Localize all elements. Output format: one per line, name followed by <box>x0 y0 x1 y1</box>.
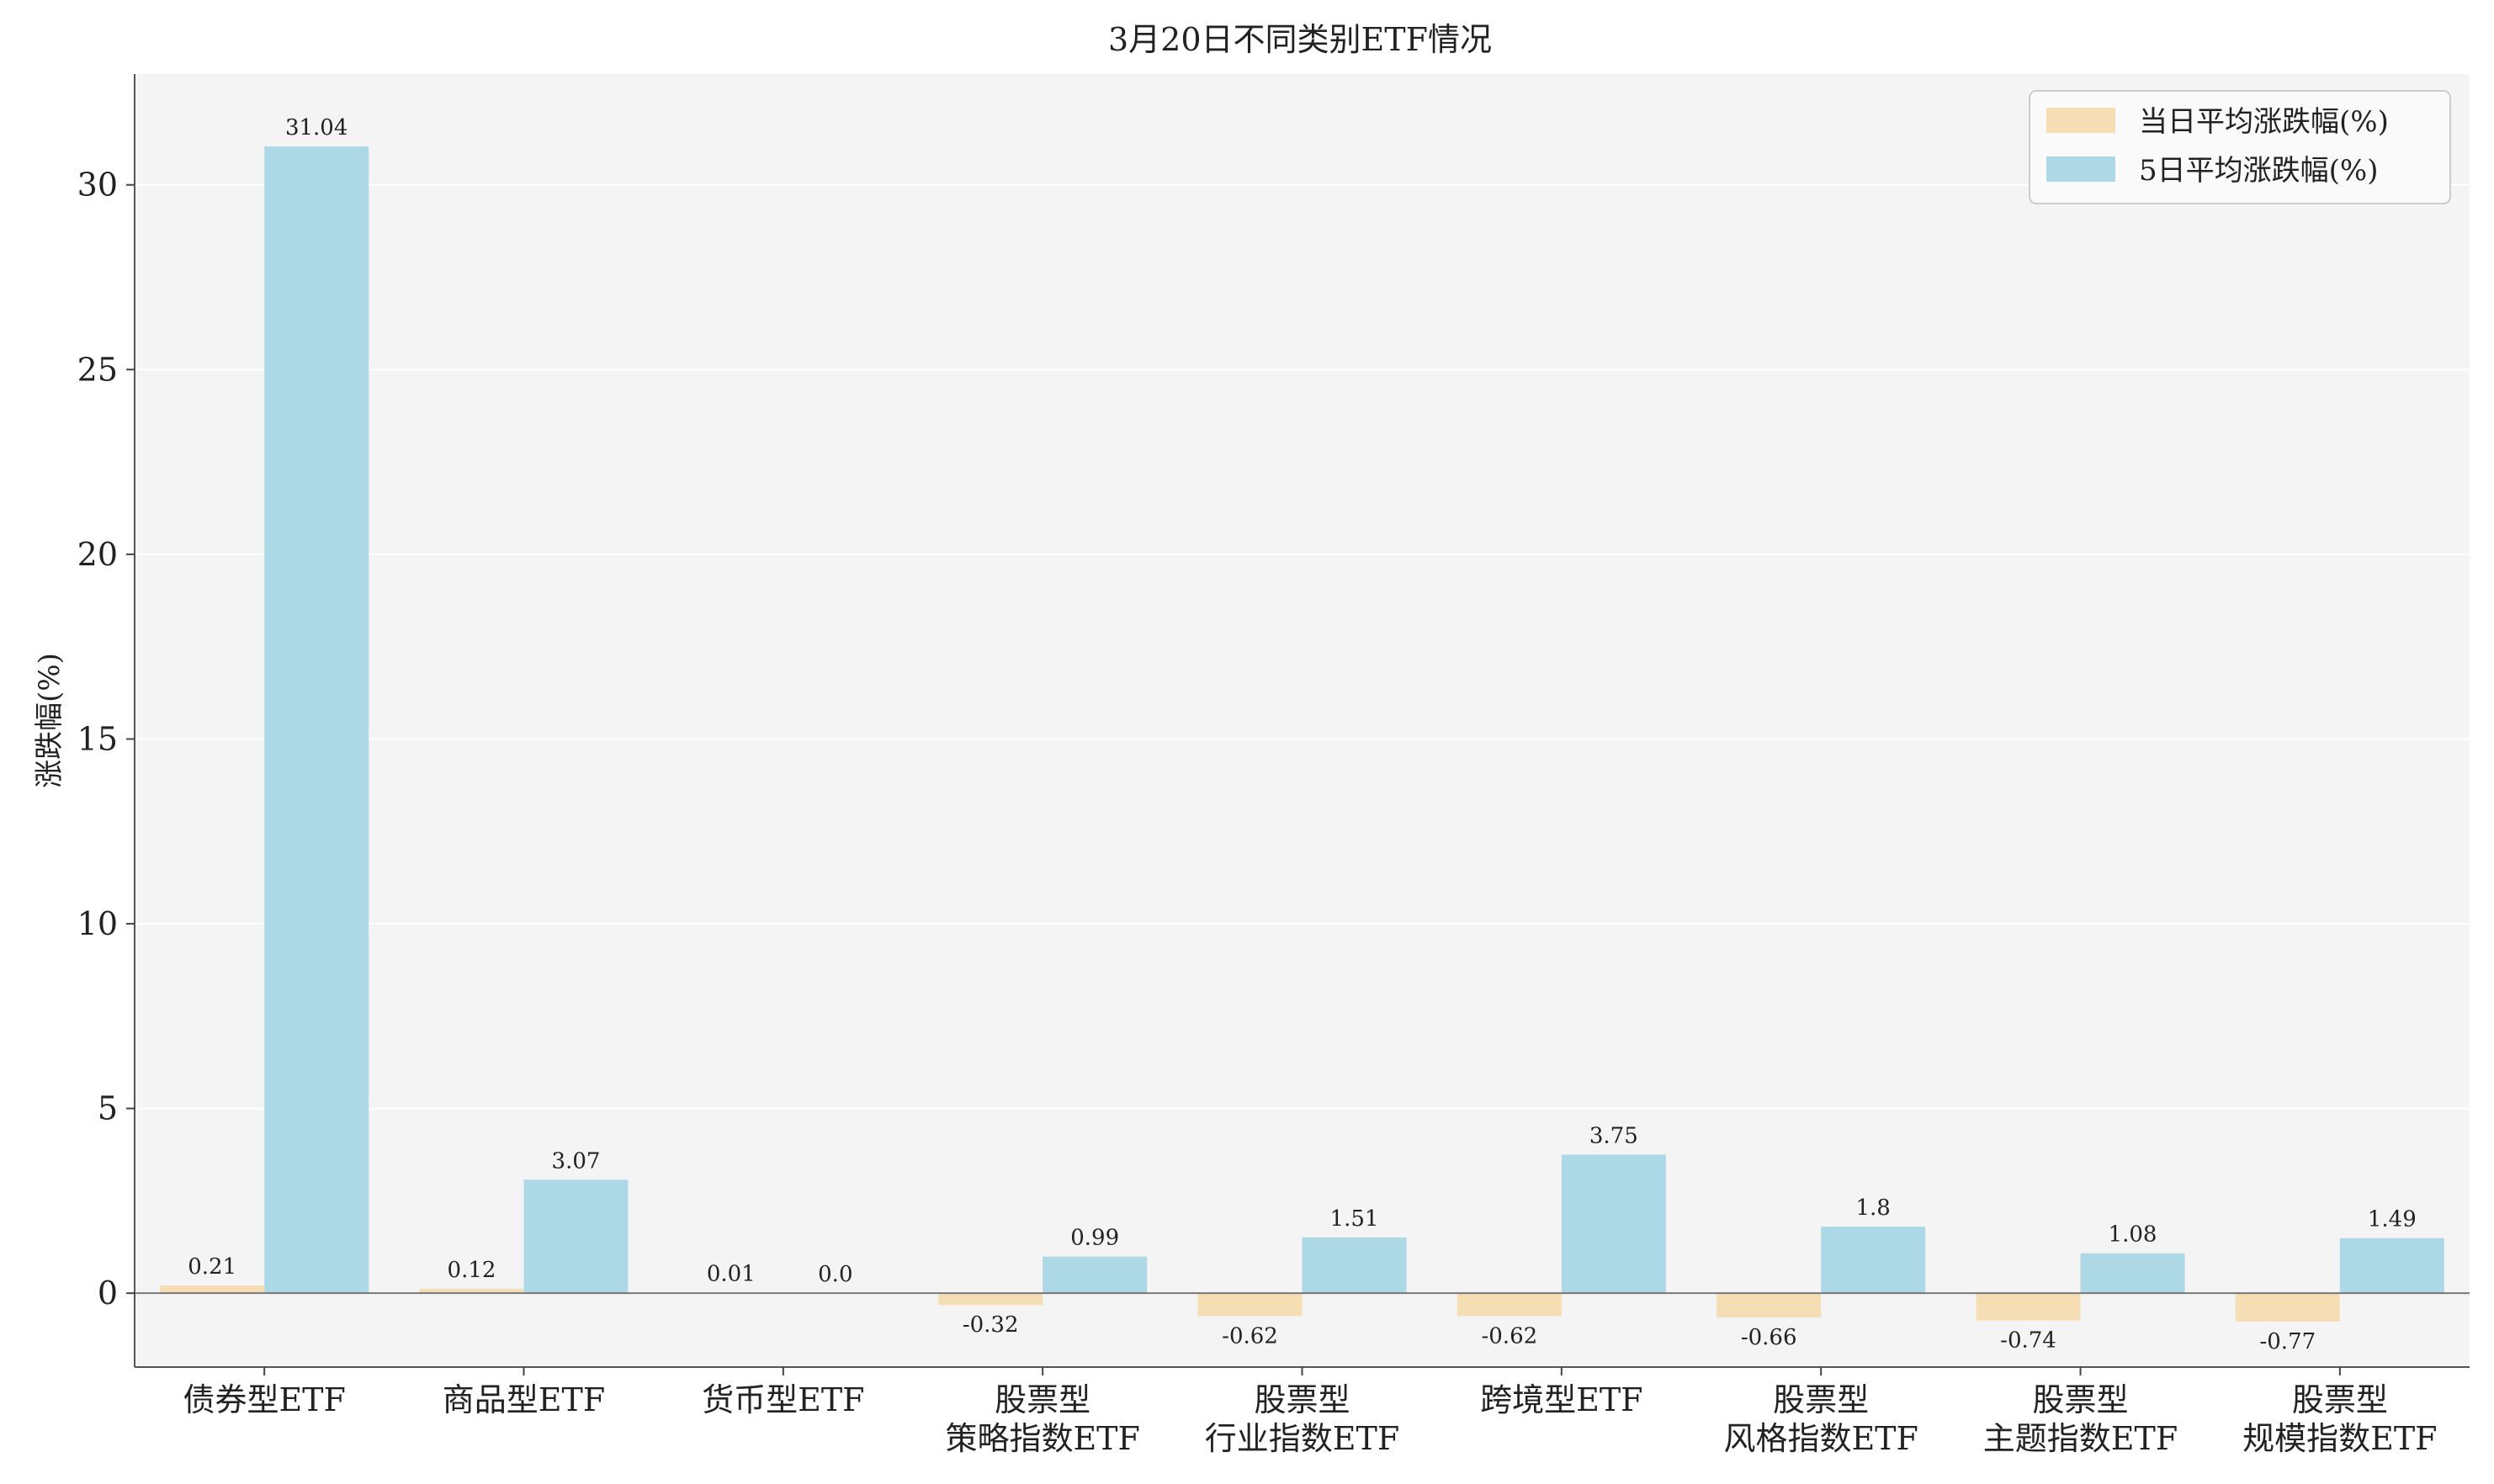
data-label: 1.8 <box>1855 1195 1890 1221</box>
legend-swatch <box>2046 108 2115 133</box>
y-tick-label: 15 <box>77 720 118 757</box>
data-label: 3.75 <box>1589 1123 1638 1148</box>
x-tick-label: 股票型主题指数ETF <box>1983 1381 2178 1457</box>
data-label: 0.99 <box>1070 1226 1119 1251</box>
bar-daily <box>1717 1293 1822 1318</box>
x-categories: 债券型ETF 商品型ETF 货币型ETF 股票型策略指数ETF 股票型行业指数ETF 跨境… <box>183 1367 2438 1457</box>
x-tick-label: 债券型ETF <box>183 1381 345 1418</box>
bar-daily <box>419 1288 524 1294</box>
legend-label: 当日平均涨跌幅(%) <box>2139 105 2389 139</box>
bar-five-day <box>1821 1227 1926 1294</box>
y-tick-label: 25 <box>77 351 118 388</box>
data-label: -0.74 <box>2000 1328 2056 1354</box>
y-tick-label: 5 <box>98 1090 118 1127</box>
legend: 当日平均涨跌幅(%) 5日平均涨跌幅(%) <box>2029 90 2451 204</box>
bar-five-day <box>2339 1238 2444 1294</box>
bar-daily <box>1197 1293 1303 1317</box>
bar-five-day <box>523 1179 629 1294</box>
data-label: 0.0 <box>818 1262 852 1287</box>
data-label: 1.49 <box>2368 1207 2417 1232</box>
data-label: 0.01 <box>707 1262 756 1287</box>
legend-label: 5日平均涨跌幅(%) <box>2139 154 2378 188</box>
data-label: -0.32 <box>963 1312 1019 1338</box>
x-tick-label: 股票型行业指数ETF <box>1205 1381 1399 1457</box>
data-label: -0.62 <box>1222 1323 1278 1349</box>
x-tick-label: 跨境型ETF <box>1480 1381 1642 1418</box>
bar-five-day <box>1561 1154 1666 1294</box>
data-label: 0.12 <box>448 1258 496 1283</box>
data-label: 31.04 <box>285 115 348 140</box>
bars <box>160 146 2444 1322</box>
data-labels: 0.21 0.12 0.01 -0.32 -0.62 -0.62 -0.66 -0.74 -0.… <box>188 115 2417 1354</box>
bar-five-day <box>1302 1237 1407 1294</box>
bar-daily <box>2235 1293 2340 1322</box>
bar-daily <box>938 1293 1043 1306</box>
y-tick-label: 30 <box>77 167 118 204</box>
data-label: -0.66 <box>1741 1325 1797 1350</box>
data-label: 1.08 <box>2109 1222 2157 1248</box>
y-tick-label: 10 <box>77 905 118 942</box>
x-tick-label: 商品型ETF <box>443 1381 605 1418</box>
x-tick-label: 股票型规模指数ETF <box>2242 1381 2437 1457</box>
data-label: -0.77 <box>2259 1329 2316 1354</box>
data-label: 3.07 <box>552 1148 601 1174</box>
legend-box <box>2029 90 2451 204</box>
bar-daily <box>1457 1293 1562 1317</box>
data-label: -0.62 <box>1481 1323 1537 1349</box>
x-tick-label: 股票型策略指数ETF <box>945 1381 1139 1457</box>
plot-area <box>135 74 2470 1367</box>
legend-swatch <box>2046 156 2115 182</box>
y-ticks: 0 5 10 15 20 25 30 <box>77 167 135 1312</box>
bar-daily <box>160 1285 265 1294</box>
y-tick-label: 0 <box>98 1275 118 1312</box>
bar-five-day <box>1043 1256 1148 1294</box>
y-tick-label: 20 <box>77 536 118 573</box>
bar-five-day <box>2080 1253 2185 1294</box>
y-axis-label: 涨跌幅(%) <box>33 653 66 788</box>
bar-daily <box>1976 1293 2081 1321</box>
chart-title: 3月20日不同类别ETF情况 <box>1108 21 1492 58</box>
x-tick-label: 货币型ETF <box>702 1381 864 1418</box>
data-label: 1.51 <box>1330 1206 1379 1232</box>
data-label: 0.21 <box>188 1254 236 1280</box>
bar-five-day <box>264 146 369 1294</box>
x-tick-label: 股票型风格指数ETF <box>1723 1381 1918 1457</box>
